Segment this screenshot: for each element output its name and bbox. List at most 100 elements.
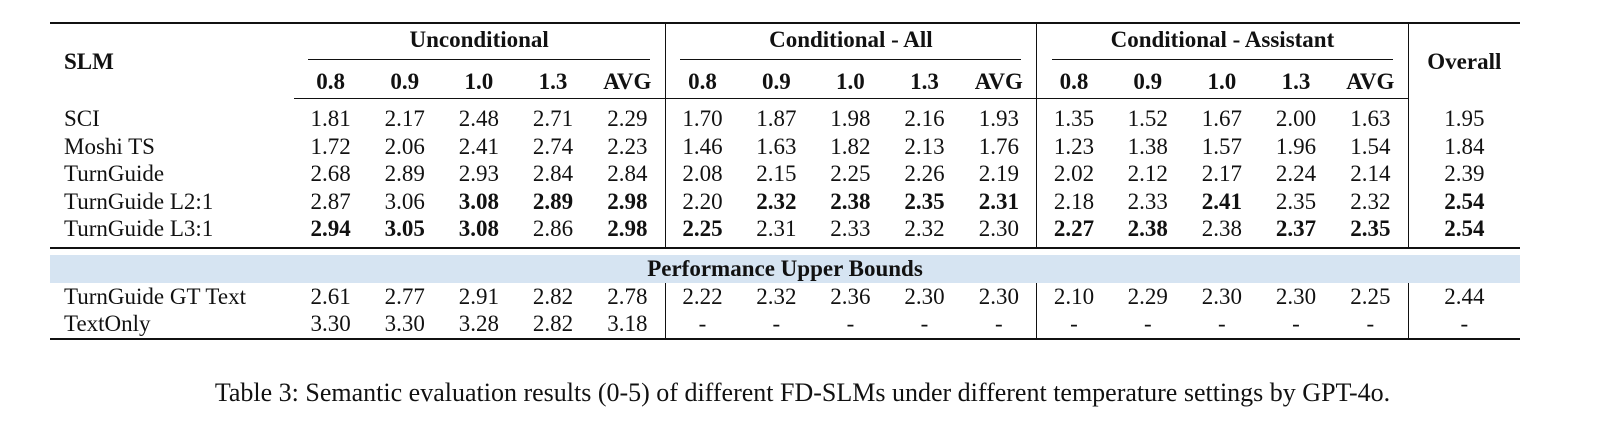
overall-column-header: Overall <box>1408 22 1520 99</box>
score-cell: - <box>1333 310 1409 340</box>
score-cell: 2.82 <box>515 310 590 340</box>
score-cell: 3.18 <box>590 310 666 340</box>
score-cell: 3.08 <box>458 216 499 242</box>
model-name-cell: TurnGuide L3:1 <box>64 216 214 242</box>
table-row: TextOnly 3.30 3.30 3.28 2.82 3.18- - - - - - - - - - - <box>50 310 1520 340</box>
score-cell: - <box>1036 310 1111 340</box>
score-cell: 2.15 <box>756 161 797 187</box>
temperature-header-cell: 0.8 <box>665 64 740 99</box>
model-name-cell: SCI <box>64 106 100 131</box>
score-cell: 2.77 <box>384 283 425 309</box>
score-cell: 2.22 <box>682 283 723 309</box>
score-cell: 2.84 <box>590 160 666 188</box>
score-cell: 2.25 <box>682 216 723 242</box>
score-cell: 2.35 <box>904 188 945 214</box>
section-title: Performance Upper Bounds <box>50 254 1520 283</box>
model-name-cell: TurnGuide GT Text <box>64 283 246 309</box>
score-cell: 2.35 <box>1275 188 1317 214</box>
score-cell: 3.06 <box>384 188 425 214</box>
score-cell: 2.94 <box>310 216 351 242</box>
temperature-header-cell: 1.0 <box>441 64 516 99</box>
score-cell: 3.08 <box>458 188 499 214</box>
score-cell: 1.38 <box>1127 133 1168 159</box>
score-cell: 2.29 <box>1127 283 1168 309</box>
temperature-header-cell: AVG <box>1333 64 1409 99</box>
table-row: TurnGuide L3:1 2.94 3.05 3.08 2.86 2.98 2.25 2.… <box>50 215 1520 248</box>
table-row: Moshi TS 1.72 2.06 2.41 2.74 2.23 1.46 1.63 1.82… <box>50 132 1520 160</box>
score-cell: 1.96 <box>1275 133 1317 159</box>
group-header-conditional-assistant: Conditional - Assistant <box>1036 22 1409 64</box>
score-cell: 2.87 <box>310 188 351 214</box>
score-cell: 1.76 <box>961 132 1038 160</box>
score-cell: 2.26 <box>904 161 945 187</box>
score-cell: 3.28 <box>441 310 516 340</box>
score-cell: 1.87 <box>756 106 797 132</box>
score-cell: 2.84 <box>532 161 574 187</box>
temperature-header-cell: 1.0 <box>813 64 888 99</box>
temperature-header-cell: 0.9 <box>739 64 814 99</box>
score-cell: 2.10 <box>1053 283 1095 309</box>
score-cell: 2.27 <box>1053 216 1095 242</box>
score-cell: 2.30 <box>1275 283 1317 309</box>
temperature-header-cell: AVG <box>961 64 1038 99</box>
score-cell: - <box>665 310 740 340</box>
score-cell: 2.32 <box>756 283 797 309</box>
score-cell: - <box>1258 310 1334 340</box>
score-cell: 2.17 <box>384 106 425 132</box>
score-cell: 2.61 <box>310 283 351 309</box>
score-cell: - <box>1184 310 1259 340</box>
score-cell: 2.78 <box>590 282 666 310</box>
score-cell: 2.32 <box>756 188 797 214</box>
score-cell: 2.82 <box>532 283 574 309</box>
score-cell: 2.48 <box>458 106 499 132</box>
score-cell: 2.44 <box>1444 283 1485 309</box>
score-cell: 2.37 <box>1275 216 1317 242</box>
results-table-container: SLM Unconditional Conditional - All Cond… <box>50 22 1520 340</box>
score-cell: 2.38 <box>1201 216 1243 242</box>
score-cell: - <box>813 310 888 340</box>
score-cell: 2.89 <box>532 188 574 214</box>
score-cell: 1.52 <box>1127 106 1168 132</box>
table-row: SCI 1.81 2.17 2.48 2.71 2.29 1.70 1.87 1.98 2.16 1… <box>50 98 1520 133</box>
score-cell: 2.39 <box>1444 161 1485 187</box>
score-cell: 2.68 <box>310 161 351 187</box>
score-cell: 1.67 <box>1201 106 1243 132</box>
score-cell: 2.33 <box>830 216 871 242</box>
score-cell: 1.95 <box>1444 106 1485 131</box>
score-cell: - <box>1110 310 1185 340</box>
temperature-header-cell: 0.8 <box>293 64 368 99</box>
score-cell: 2.98 <box>590 215 666 248</box>
section-divider-cell <box>50 246 1520 255</box>
group-header-unconditional: Unconditional <box>293 22 666 64</box>
score-cell: 1.70 <box>682 106 723 132</box>
temperature-header-cell: 0.9 <box>1110 64 1185 99</box>
score-cell: 2.41 <box>458 133 499 159</box>
score-cell: 2.33 <box>1127 188 1168 214</box>
score-cell: 2.23 <box>590 132 666 160</box>
slm-column-header: SLM <box>50 22 294 99</box>
score-cell: 2.86 <box>532 216 574 242</box>
score-cell: 3.30 <box>367 310 442 340</box>
score-cell: 3.05 <box>384 216 425 242</box>
temperature-header-cell: 0.8 <box>1036 64 1111 99</box>
score-cell: 2.20 <box>682 188 723 214</box>
score-cell: 2.00 <box>1275 106 1317 132</box>
score-cell: 1.35 <box>1053 106 1095 132</box>
score-cell: 2.30 <box>904 283 945 309</box>
score-cell: 2.71 <box>532 106 574 132</box>
score-cell: 2.98 <box>590 187 666 215</box>
model-name-cell: Moshi TS <box>64 133 155 159</box>
table-row: TurnGuide 2.68 2.89 2.93 2.84 2.84 2.08 2.15 2.2… <box>50 160 1520 188</box>
model-name-cell: TextOnly <box>50 310 294 340</box>
section-title-row: Performance Upper Bounds <box>50 254 1520 283</box>
score-cell: 2.36 <box>830 283 871 309</box>
score-cell: 2.25 <box>830 161 871 187</box>
model-name-cell: TurnGuide <box>64 161 165 187</box>
score-cell: 2.06 <box>384 133 425 159</box>
score-cell: 2.17 <box>1201 161 1243 187</box>
score-cell: 2.35 <box>1333 215 1409 248</box>
group-header-conditional-all: Conditional - All <box>665 22 1038 64</box>
table-row: TurnGuide L2:1 2.87 3.06 3.08 2.89 2.98 2.20 2.… <box>50 187 1520 215</box>
score-cell: 1.84 <box>1444 133 1485 159</box>
temperature-header-cell: 1.3 <box>887 64 962 99</box>
